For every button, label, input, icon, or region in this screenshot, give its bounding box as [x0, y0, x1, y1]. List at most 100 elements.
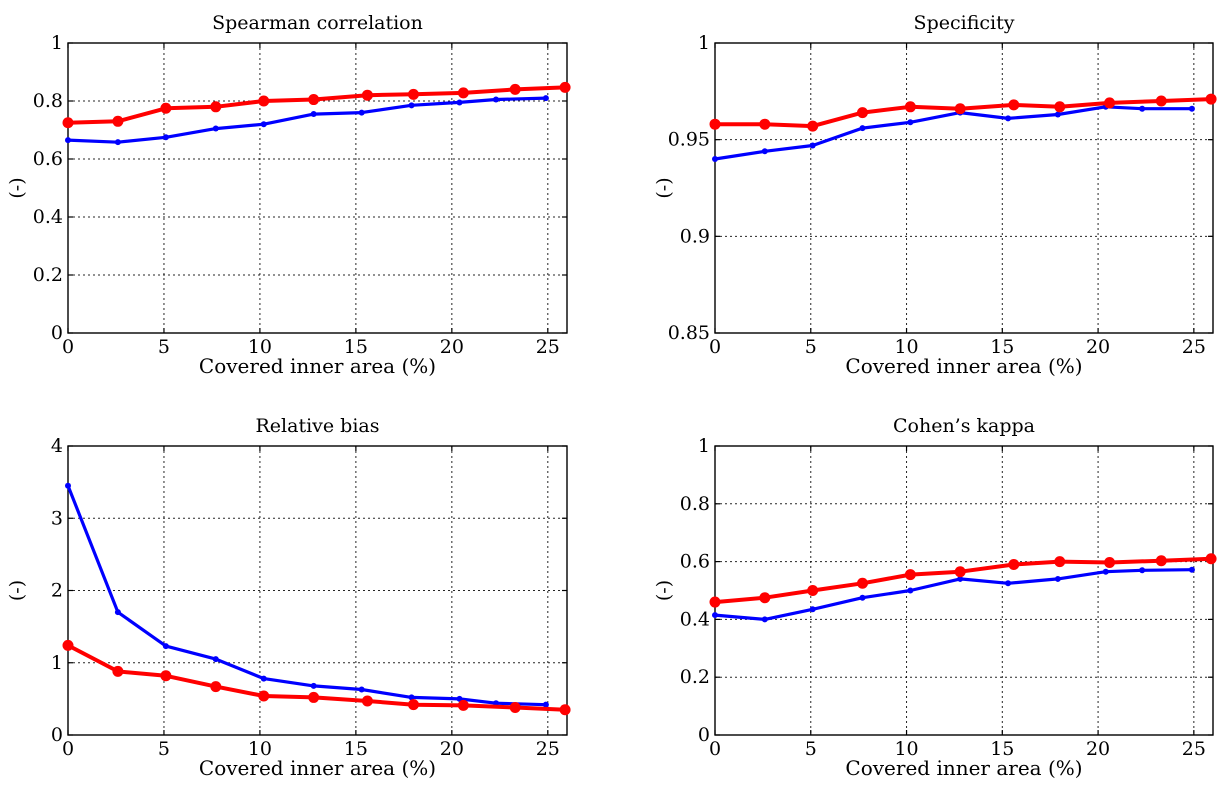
- x-tick-label: 10: [248, 738, 272, 760]
- data-point: [1104, 556, 1116, 568]
- data-point: [210, 681, 222, 693]
- x-tick-label: 15: [344, 336, 368, 358]
- data-point: [260, 675, 267, 682]
- data-point: [509, 83, 521, 95]
- chart-title: Relative bias: [255, 415, 379, 437]
- y-tick-label: 1: [51, 32, 63, 54]
- data-point: [709, 596, 721, 608]
- data-point: [1054, 575, 1061, 582]
- data-point: [904, 101, 916, 113]
- y-tick-label: 0.6: [680, 551, 710, 573]
- data-point: [859, 125, 866, 132]
- data-point: [62, 117, 74, 129]
- data-point: [407, 699, 419, 711]
- data-point: [408, 694, 415, 701]
- chart-panel-1: 0 5 10 15 20 25 0 0.2 0.4 0.6 0.8 1 Spearman correla…: [6, 12, 571, 378]
- data-point: [408, 102, 415, 109]
- series-1: [65, 95, 549, 146]
- data-point: [456, 695, 463, 702]
- data-point: [62, 639, 74, 651]
- x-tick-label: 20: [1086, 738, 1110, 760]
- plot-frame: [714, 42, 1214, 334]
- data-point: [310, 111, 317, 118]
- data-point: [1155, 95, 1167, 107]
- data-point: [907, 587, 914, 594]
- data-point: [709, 118, 721, 130]
- data-point: [1104, 97, 1116, 109]
- chart-panel-3: 0 5 10 15 20 25 0 1 2 3 4 Relative bias Covered inne…: [6, 415, 571, 780]
- data-point: [809, 606, 816, 613]
- x-tick-label: 0: [62, 738, 74, 760]
- data-point: [509, 702, 521, 714]
- x-tick-label: 25: [536, 336, 560, 358]
- y-tick-label: 0.2: [33, 264, 63, 286]
- data-point: [856, 107, 868, 119]
- data-point: [308, 691, 320, 703]
- series-2: [62, 81, 571, 129]
- y-tick-label: 1: [698, 435, 710, 457]
- y-tick-label: 0.2: [680, 666, 710, 688]
- data-point: [65, 137, 71, 144]
- y-tick-label: 0.4: [680, 608, 710, 630]
- data-point: [361, 695, 373, 707]
- data-point: [1005, 580, 1012, 587]
- series-1: [65, 482, 549, 708]
- x-tick-label: 15: [344, 738, 368, 760]
- data-point: [542, 701, 549, 708]
- x-tick-label: 20: [1086, 336, 1110, 358]
- data-point: [260, 121, 267, 128]
- data-point: [358, 109, 365, 116]
- data-point: [1205, 93, 1217, 105]
- data-point: [1005, 115, 1012, 122]
- data-point: [1102, 568, 1109, 575]
- y-axis-label: (-): [653, 177, 675, 198]
- x-tick-label: 10: [248, 336, 272, 358]
- x-tick-label: 5: [805, 336, 817, 358]
- x-tick-label: 25: [536, 738, 560, 760]
- series-line: [714, 105, 1192, 161]
- x-tick-label: 5: [158, 738, 170, 760]
- data-point: [1139, 105, 1146, 112]
- series-2: [709, 93, 1217, 132]
- series-1: [712, 566, 1195, 623]
- chart-title: Specificity: [914, 12, 1015, 34]
- x-tick-label: 5: [805, 738, 817, 760]
- data-point: [1205, 553, 1217, 565]
- data-point: [1008, 558, 1020, 570]
- data-point: [160, 670, 172, 682]
- plot-frame: [67, 42, 568, 334]
- x-tick-label: 0: [709, 738, 721, 760]
- chart-panel-4: 0 5 10 15 20 25 0 0.2 0.4 0.6 0.8 1 Cohen’s kappa Cov…: [653, 415, 1217, 780]
- data-point: [112, 115, 124, 127]
- data-point: [162, 643, 169, 650]
- data-point: [957, 575, 964, 582]
- data-point: [210, 101, 222, 113]
- y-tick-label: 0: [51, 724, 63, 746]
- x-tick-label: 20: [440, 738, 464, 760]
- y-tick-label: 1: [51, 652, 63, 674]
- data-point: [457, 87, 469, 99]
- y-tick-label: 0: [698, 724, 710, 746]
- x-axis-label: Covered inner area (%): [199, 354, 436, 378]
- y-tick-label: 0.6: [33, 148, 63, 170]
- series-2: [709, 553, 1217, 608]
- data-point: [160, 102, 172, 114]
- data-point: [1054, 101, 1066, 113]
- y-tick-label: 4: [51, 435, 63, 457]
- data-point: [162, 134, 169, 141]
- data-point: [559, 81, 571, 93]
- data-point: [809, 142, 816, 149]
- series-2: [62, 639, 571, 716]
- series-1: [712, 103, 1195, 162]
- y-tick-label: 0.8: [33, 90, 63, 112]
- x-axis-label: Covered inner area (%): [845, 354, 1082, 378]
- data-point: [310, 682, 317, 689]
- x-tick-label: 0: [709, 336, 721, 358]
- data-point: [258, 95, 270, 107]
- data-point: [807, 120, 819, 132]
- data-point: [358, 686, 365, 693]
- data-point: [807, 585, 819, 596]
- data-point: [361, 89, 373, 101]
- chart-title: Cohen’s kappa: [893, 415, 1035, 437]
